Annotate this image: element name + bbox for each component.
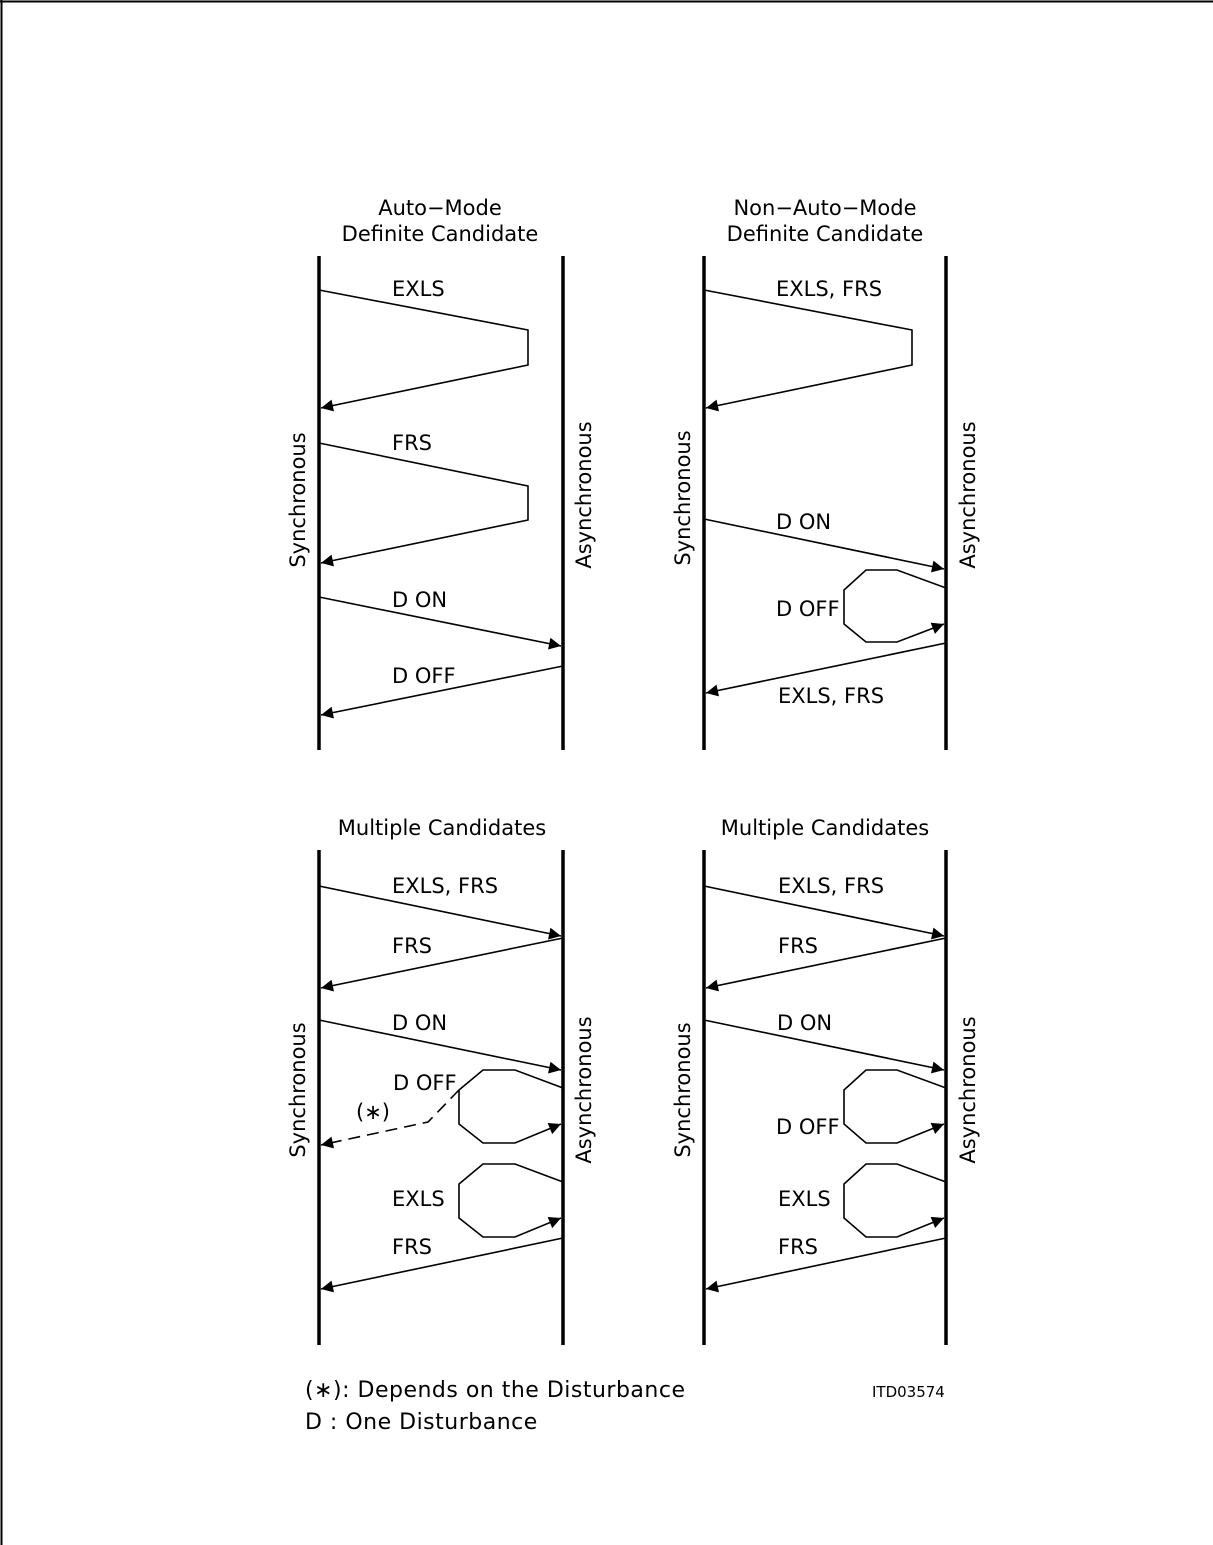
message-label: D ON [777, 1011, 832, 1035]
message-arrow [703, 1019, 945, 1074]
synchronous-label: Synchronous [671, 430, 695, 565]
message-arrow [318, 885, 562, 940]
diagram-non-auto-mode: Non−Auto−Mode Definite Candidate Synchro… [671, 196, 980, 750]
asynchronous-label: Asynchronous [572, 1016, 596, 1163]
self-loop-arrow [458, 1069, 564, 1144]
diagram-title-line1: Non−Auto−Mode [733, 196, 916, 220]
message-arrow [320, 937, 564, 992]
message-arrow [320, 665, 564, 719]
message-label: D OFF [392, 664, 456, 688]
message-label: EXLS, FRS [776, 277, 882, 301]
diagram-title: Multiple Candidates [338, 816, 546, 840]
message-label: D ON [392, 1011, 447, 1035]
synchronous-label: Synchronous [286, 432, 310, 567]
diagram-title-line1: Auto−Mode [378, 196, 502, 220]
message-arrow [318, 289, 529, 412]
message-arrow [318, 442, 529, 567]
message-label: EXLS, FRS [778, 684, 884, 708]
asynchronous-label: Asynchronous [956, 421, 980, 568]
message-label: EXLS [392, 1187, 445, 1211]
diagram-auto-mode: Auto−Mode Definite Candidate Synchronous… [286, 196, 596, 750]
message-label: FRS [392, 934, 432, 958]
message-label: D ON [776, 510, 831, 534]
synchronous-label: Synchronous [286, 1022, 310, 1157]
message-label: FRS [392, 1235, 432, 1259]
diagram-title: Multiple Candidates [721, 816, 929, 840]
legend-line-disturbance: D : One Disturbance [305, 1410, 538, 1435]
self-loop-arrow [843, 569, 947, 643]
message-label: D OFF [776, 597, 840, 621]
message-arrow [705, 937, 947, 992]
message-label: EXLS, FRS [778, 874, 884, 898]
synchronous-label: Synchronous [671, 1022, 695, 1157]
message-arrow [703, 289, 913, 412]
message-label: FRS [778, 934, 818, 958]
message-label: D ON [392, 588, 447, 612]
message-arrow [703, 885, 945, 940]
message-label: EXLS [392, 277, 445, 301]
message-label: EXLS [778, 1187, 831, 1211]
asynchronous-label: Asynchronous [572, 421, 596, 568]
message-arrow [320, 1237, 564, 1293]
message-arrow [705, 642, 947, 697]
dependency-marker: (∗) [356, 1100, 390, 1124]
message-label: EXLS, FRS [392, 874, 498, 898]
diagram-title-line2: Definite Candidate [727, 222, 924, 246]
message-arrow [318, 596, 562, 650]
message-label: D OFF [393, 1071, 457, 1095]
diagram-multiple-candidates-left: Multiple Candidates Synchronous Asynchro… [286, 816, 596, 1345]
self-loop-arrow [843, 1163, 947, 1238]
diagram-title-line2: Definite Candidate [342, 222, 539, 246]
legend-line-dependency: (∗): Depends on the Disturbance [305, 1378, 686, 1403]
message-arrow [703, 518, 945, 573]
dashed-message-arrow [320, 1089, 460, 1149]
message-arrow [318, 1019, 562, 1074]
self-loop-arrow [458, 1163, 564, 1238]
diagram-multiple-candidates-right: Multiple Candidates Synchronous Asynchro… [671, 816, 980, 1345]
message-label: FRS [392, 431, 432, 455]
self-loop-arrow [843, 1069, 947, 1144]
asynchronous-label: Asynchronous [956, 1016, 980, 1163]
figure-reference: ITD03574 [872, 1383, 945, 1401]
message-arrow [705, 1237, 947, 1293]
message-label: FRS [778, 1235, 818, 1259]
message-label: D OFF [776, 1115, 840, 1139]
